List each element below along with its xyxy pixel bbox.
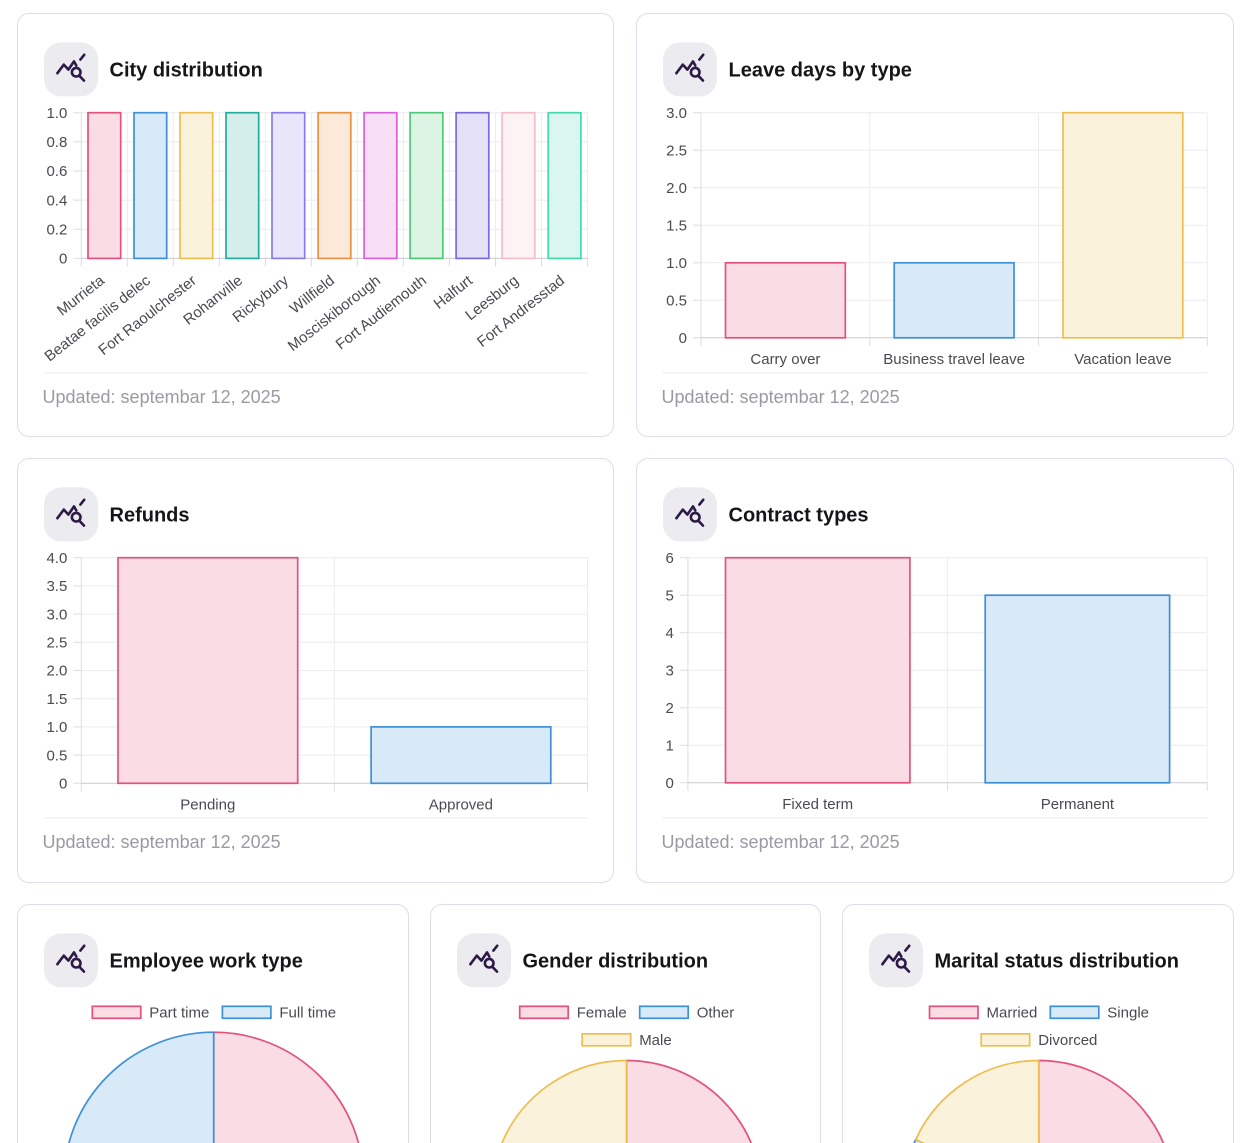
svg-text:0.4: 0.4 xyxy=(46,192,67,209)
svg-text:Married: Married xyxy=(987,1005,1038,1022)
svg-text:Full time: Full time xyxy=(279,1005,336,1022)
svg-text:3.0: 3.0 xyxy=(46,606,67,623)
svg-text:3.5: 3.5 xyxy=(46,578,67,595)
svg-text:Male: Male xyxy=(639,1032,672,1049)
svg-text:Updated: septembar 12, 2025: Updated: septembar 12, 2025 xyxy=(43,387,281,407)
svg-text:Vacation leave: Vacation leave xyxy=(1074,351,1171,368)
svg-text:Marital status distribution: Marital status distribution xyxy=(935,951,1179,973)
svg-text:1.5: 1.5 xyxy=(666,217,687,234)
svg-text:Updated: septembar 12, 2025: Updated: septembar 12, 2025 xyxy=(662,832,900,852)
svg-text:0: 0 xyxy=(59,251,67,268)
svg-text:Female: Female xyxy=(576,1005,626,1022)
svg-text:0.6: 0.6 xyxy=(46,163,67,180)
svg-text:2.5: 2.5 xyxy=(666,142,687,159)
svg-text:5: 5 xyxy=(666,587,674,604)
svg-text:Fixed term: Fixed term xyxy=(782,796,853,813)
svg-text:1.0: 1.0 xyxy=(666,255,687,272)
svg-text:0: 0 xyxy=(59,776,67,793)
svg-text:Business travel leave: Business travel leave xyxy=(883,351,1025,368)
svg-text:4.0: 4.0 xyxy=(46,550,67,567)
svg-text:6: 6 xyxy=(666,550,674,567)
svg-text:Other: Other xyxy=(696,1005,734,1022)
svg-text:0.2: 0.2 xyxy=(46,222,67,239)
svg-text:Single: Single xyxy=(1107,1005,1149,1022)
svg-text:Pending: Pending xyxy=(180,796,235,813)
svg-text:Updated: septembar 12, 2025: Updated: septembar 12, 2025 xyxy=(43,832,281,852)
svg-text:Permanent: Permanent xyxy=(1041,796,1115,813)
svg-text:1.5: 1.5 xyxy=(46,691,67,708)
svg-text:Part time: Part time xyxy=(149,1005,209,1022)
svg-text:Carry over: Carry over xyxy=(750,351,820,368)
svg-text:Gender distribution: Gender distribution xyxy=(522,951,708,973)
svg-text:Divorced: Divorced xyxy=(1038,1032,1097,1049)
svg-text:Leave days by type: Leave days by type xyxy=(729,60,912,82)
svg-text:Approved: Approved xyxy=(429,796,493,813)
svg-text:0: 0 xyxy=(666,775,674,792)
svg-text:2.5: 2.5 xyxy=(46,635,67,652)
svg-text:0.5: 0.5 xyxy=(46,747,67,764)
svg-text:2: 2 xyxy=(666,700,674,717)
svg-text:0: 0 xyxy=(679,330,687,347)
svg-text:Contract types: Contract types xyxy=(729,505,869,527)
svg-text:Refunds: Refunds xyxy=(110,505,190,527)
svg-text:1: 1 xyxy=(666,738,674,755)
svg-text:Employee work type: Employee work type xyxy=(110,951,303,973)
svg-text:2.0: 2.0 xyxy=(666,180,687,197)
svg-text:2.0: 2.0 xyxy=(46,663,67,680)
svg-text:0.8: 0.8 xyxy=(46,134,67,151)
svg-text:City distribution: City distribution xyxy=(110,60,263,82)
svg-text:4: 4 xyxy=(666,625,674,642)
svg-text:1.0: 1.0 xyxy=(46,719,67,736)
svg-text:0.5: 0.5 xyxy=(666,293,687,310)
svg-text:1.0: 1.0 xyxy=(46,105,67,122)
svg-text:3: 3 xyxy=(666,662,674,679)
svg-text:3.0: 3.0 xyxy=(666,105,687,122)
svg-text:Updated: septembar 12, 2025: Updated: septembar 12, 2025 xyxy=(662,387,900,407)
